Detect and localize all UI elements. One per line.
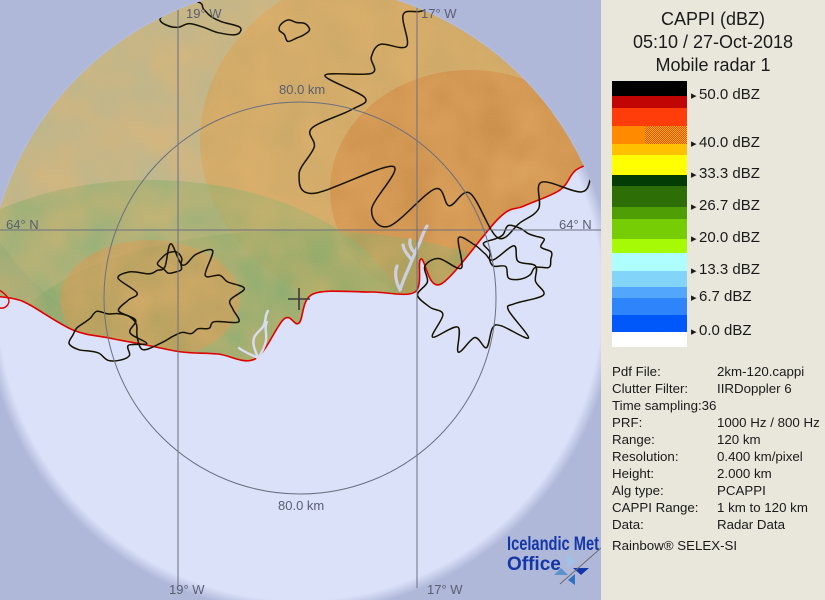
svg-text:17° W: 17° W bbox=[421, 6, 457, 21]
svg-text:80.0 km: 80.0 km bbox=[278, 498, 324, 513]
svg-text:19° W: 19° W bbox=[169, 582, 205, 597]
svg-text:64° N: 64° N bbox=[559, 217, 592, 232]
svg-text:19° W: 19° W bbox=[186, 6, 222, 21]
svg-text:80.0 km: 80.0 km bbox=[279, 82, 325, 97]
svg-text:Icelandic Met: Icelandic Met bbox=[507, 534, 600, 555]
svg-text:Office: Office bbox=[507, 554, 561, 575]
svg-text:17° W: 17° W bbox=[427, 582, 463, 597]
svg-text:64° N: 64° N bbox=[6, 217, 39, 232]
